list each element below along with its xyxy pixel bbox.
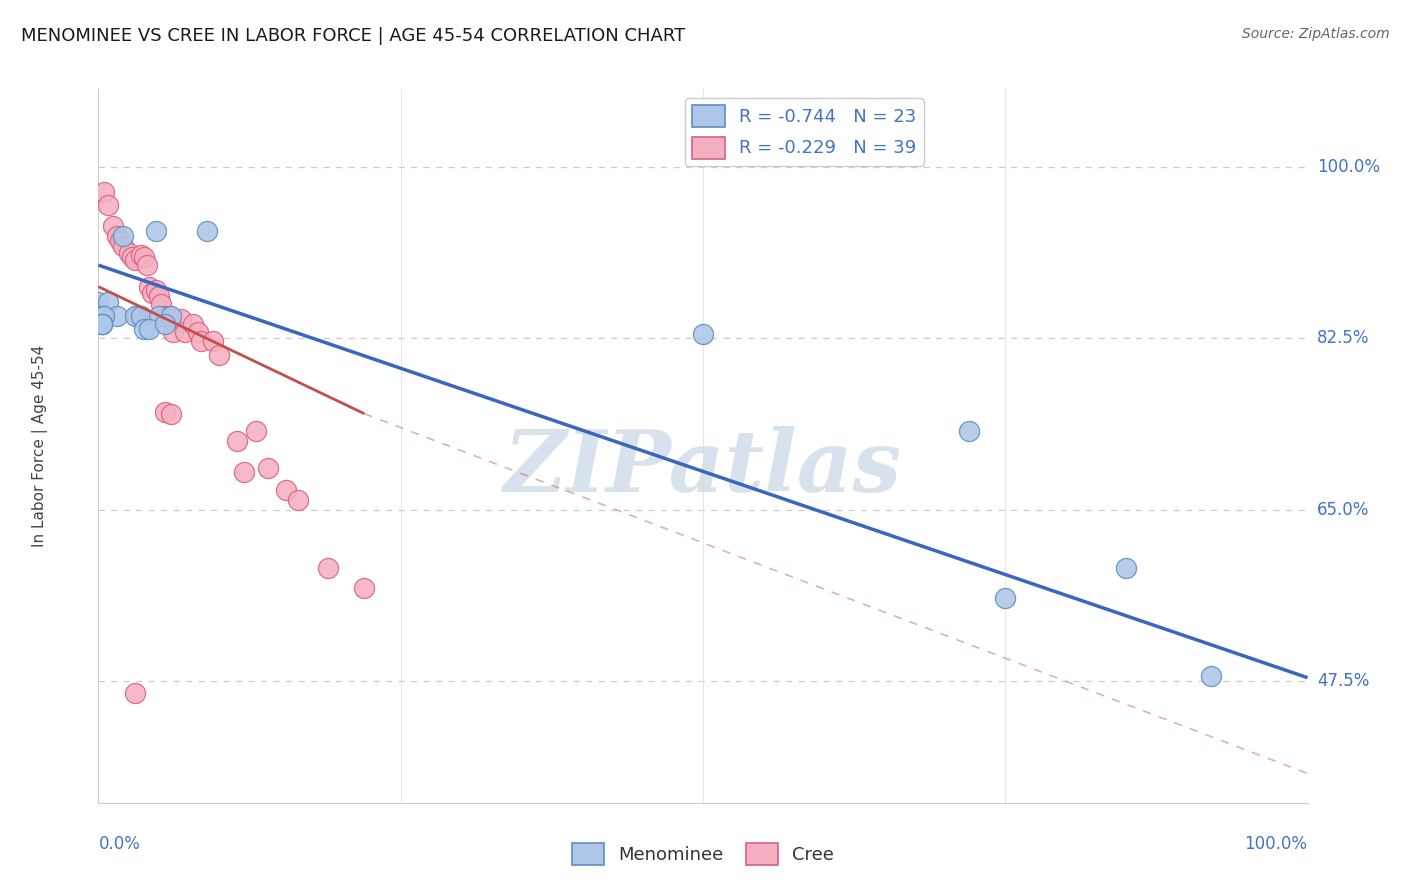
Point — [226, 434, 249, 449]
Point — [101, 219, 124, 233]
Point — [105, 309, 128, 323]
Point — [162, 325, 184, 339]
Point — [134, 250, 156, 264]
Point — [97, 197, 120, 211]
Point — [138, 279, 160, 293]
Point — [111, 228, 134, 243]
Text: MENOMINEE VS CREE IN LABOR FORCE | AGE 45-54 CORRELATION CHART: MENOMINEE VS CREE IN LABOR FORCE | AGE 4… — [21, 27, 685, 45]
Point — [181, 317, 204, 331]
Point — [111, 238, 134, 252]
Point — [138, 321, 160, 335]
Point — [256, 461, 278, 475]
Point — [187, 325, 209, 339]
Point — [274, 483, 297, 497]
Point — [91, 309, 114, 323]
Point — [129, 248, 152, 262]
Point — [127, 309, 149, 323]
Point — [93, 185, 115, 199]
Point — [105, 228, 128, 243]
Point — [994, 591, 1017, 605]
Point — [316, 561, 339, 575]
Point — [232, 466, 254, 480]
Point — [174, 325, 197, 339]
Text: 82.5%: 82.5% — [1317, 329, 1369, 348]
Point — [124, 309, 146, 323]
Point — [160, 312, 183, 326]
Point — [93, 309, 115, 323]
Point — [148, 289, 170, 303]
Point — [124, 686, 146, 700]
Point — [145, 283, 167, 297]
Point — [108, 234, 131, 248]
Point — [141, 285, 163, 300]
Point — [135, 258, 157, 272]
Point — [208, 348, 231, 362]
Point — [195, 224, 218, 238]
Point — [287, 492, 309, 507]
Point — [129, 309, 152, 323]
Text: In Labor Force | Age 45-54: In Labor Force | Age 45-54 — [32, 345, 48, 547]
Point — [157, 309, 180, 323]
Point — [134, 321, 156, 335]
Text: ZIPatlas: ZIPatlas — [503, 425, 903, 509]
Point — [692, 326, 714, 341]
Point — [190, 334, 212, 349]
Point — [145, 224, 167, 238]
Point — [160, 309, 183, 323]
Text: Source: ZipAtlas.com: Source: ZipAtlas.com — [1241, 27, 1389, 41]
Point — [353, 581, 375, 595]
Point — [160, 407, 183, 421]
Point — [169, 312, 191, 326]
Point — [153, 309, 176, 323]
Legend: Menominee, Cree: Menominee, Cree — [564, 836, 842, 872]
Point — [957, 425, 980, 439]
Point — [202, 334, 225, 349]
Point — [87, 295, 110, 310]
Point — [124, 253, 146, 268]
Point — [150, 297, 173, 311]
Point — [148, 309, 170, 323]
Point — [153, 405, 176, 419]
Point — [153, 317, 176, 331]
Point — [245, 425, 267, 439]
Text: 100.0%: 100.0% — [1317, 159, 1381, 177]
Text: 100.0%: 100.0% — [1244, 835, 1308, 853]
Point — [97, 295, 120, 310]
Point — [91, 317, 114, 331]
Point — [91, 317, 114, 331]
Text: 65.0%: 65.0% — [1317, 500, 1369, 518]
Point — [1199, 669, 1222, 683]
Text: 47.5%: 47.5% — [1317, 672, 1369, 690]
Text: 0.0%: 0.0% — [98, 835, 141, 853]
Point — [118, 246, 141, 260]
Point — [91, 317, 114, 331]
Point — [121, 250, 143, 264]
Point — [1115, 561, 1137, 575]
